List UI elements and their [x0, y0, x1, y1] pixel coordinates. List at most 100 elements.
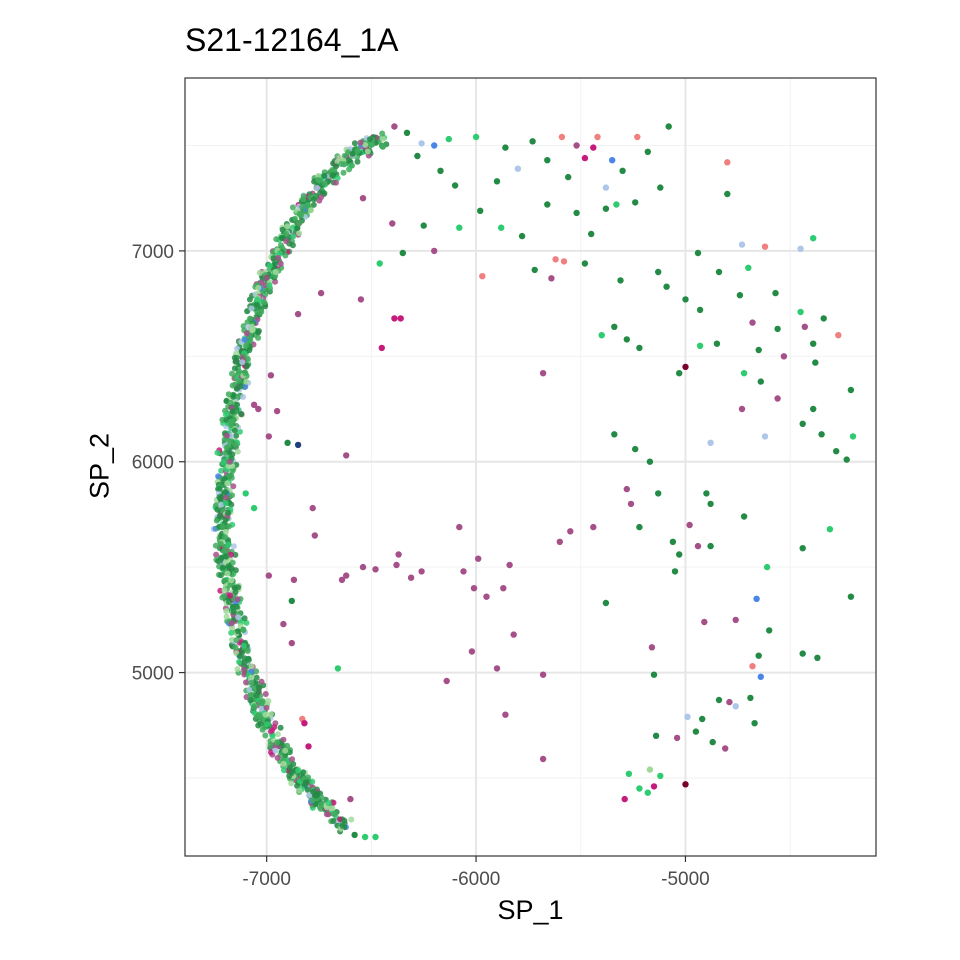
- scatter-point: [500, 585, 507, 592]
- arc-point: [234, 401, 241, 408]
- arc-point: [299, 204, 306, 210]
- arc-point: [222, 500, 229, 507]
- x-tick-label: -6000: [452, 869, 501, 890]
- data-points: [242, 123, 857, 841]
- arc-point: [231, 354, 238, 361]
- scatter-point: [372, 833, 379, 841]
- arc-point: [234, 596, 241, 603]
- arc-point: [270, 255, 277, 262]
- scatter-point: [470, 585, 478, 592]
- arc-point: [309, 797, 316, 804]
- scatter-point: [479, 273, 486, 280]
- scatter-point: [757, 673, 764, 680]
- arc-point: [229, 370, 235, 377]
- scatter-point: [707, 542, 714, 550]
- arc-point: [280, 760, 287, 767]
- y-axis-label: SP_2: [84, 432, 115, 500]
- arc-point: [236, 377, 242, 384]
- arc-point: [221, 475, 228, 482]
- scatter-point: [715, 696, 723, 704]
- scatter-point: [738, 241, 746, 248]
- y-axis-ticks: 5000 6000 7000: [132, 242, 185, 685]
- scatter-point: [483, 593, 490, 600]
- scatter-point: [676, 370, 683, 377]
- arc-point: [213, 502, 220, 509]
- scatter-point: [696, 306, 704, 314]
- arc-point: [231, 365, 238, 372]
- arc-point: [240, 627, 247, 634]
- arc-point: [234, 448, 241, 455]
- arc-point: [215, 558, 222, 565]
- scatter-point: [627, 500, 635, 508]
- arc-point: [216, 513, 223, 520]
- arc-point: [242, 370, 249, 377]
- arc-point: [300, 769, 307, 776]
- arc-point: [349, 150, 356, 157]
- scatter-point: [560, 258, 568, 265]
- arc-point: [275, 255, 282, 261]
- scatter-point: [456, 523, 463, 531]
- x-axis-ticks: -7000 -6000 -5000: [242, 856, 710, 890]
- scatter-point: [602, 599, 610, 607]
- arc-point: [316, 177, 323, 184]
- scatter-point: [443, 677, 450, 685]
- arc-point: [215, 473, 222, 480]
- scatter-point: [699, 715, 706, 723]
- scatter-point: [567, 528, 574, 535]
- scatter-point: [797, 308, 804, 316]
- scatter-point: [539, 370, 547, 377]
- scatter-point: [498, 224, 505, 231]
- arc-point: [229, 492, 235, 499]
- scatter-point: [544, 157, 551, 164]
- scatter-point: [707, 439, 714, 446]
- arc-point: [274, 754, 281, 761]
- arc-point: [304, 787, 311, 793]
- arc-point: [314, 185, 320, 191]
- scatter-point: [581, 154, 589, 162]
- arc-point: [263, 704, 270, 711]
- scatter-point: [544, 201, 551, 208]
- plot-panel: [185, 78, 876, 856]
- scatter-point: [732, 616, 739, 624]
- arc-point: [255, 329, 262, 336]
- arc-point: [300, 196, 307, 203]
- scatter-point: [655, 268, 662, 276]
- scatter-point: [810, 235, 817, 242]
- arc-point: [255, 684, 262, 691]
- scatter-point: [351, 831, 358, 839]
- arc-point: [228, 629, 235, 636]
- scatter-point: [818, 431, 825, 438]
- scatter-point: [657, 772, 664, 780]
- arc-point: [351, 140, 358, 147]
- arc-point: [213, 517, 220, 524]
- scatter-point: [774, 395, 781, 402]
- arc-point: [357, 139, 364, 146]
- arc-point: [341, 817, 348, 824]
- scatter-point: [843, 456, 850, 463]
- arc-point: [227, 399, 234, 406]
- scatter-point: [378, 344, 385, 352]
- arc-point: [221, 548, 228, 555]
- arc-point: [262, 711, 269, 718]
- scatter-point: [761, 433, 769, 440]
- scatter-point: [397, 315, 404, 322]
- scatter-point: [347, 795, 354, 803]
- scatter-point: [835, 332, 842, 339]
- arc-point: [298, 212, 305, 219]
- arc-point: [244, 356, 251, 362]
- scatter-point: [703, 490, 710, 497]
- arc-point: [227, 418, 234, 425]
- arc-point: [243, 378, 250, 385]
- arc-point: [348, 816, 355, 823]
- scatter-point: [611, 323, 618, 330]
- arc-point: [220, 459, 227, 466]
- scatter-point: [590, 144, 597, 151]
- arc-point: [284, 742, 291, 749]
- arc-point: [321, 172, 328, 179]
- arc-point: [272, 269, 279, 275]
- arc-point: [243, 330, 250, 337]
- arc-point: [281, 767, 287, 774]
- scatter-point: [294, 310, 302, 318]
- arc-point: [296, 787, 303, 794]
- arc-point: [267, 741, 274, 748]
